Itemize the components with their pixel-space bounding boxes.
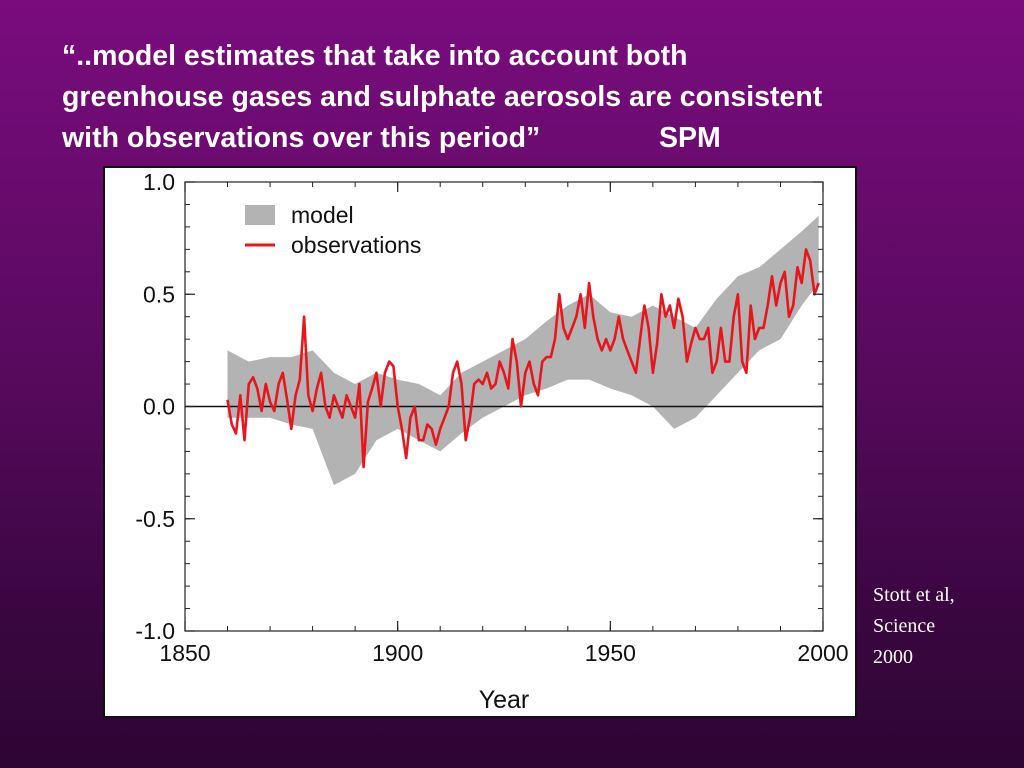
x-tick-label: 2000 <box>797 640 848 666</box>
model-band <box>227 215 819 486</box>
x-tick-label: 1900 <box>372 640 423 666</box>
x-tick-label: 1850 <box>159 640 210 666</box>
legend-model-label: model <box>291 202 354 228</box>
y-tick-label: -0.5 <box>135 506 175 532</box>
title-line-2: greenhouse gases and sulphate aerosols a… <box>62 81 823 113</box>
title-line-1: “..model estimates that take into accoun… <box>62 40 688 72</box>
y-tick-label: -1.0 <box>135 618 175 644</box>
x-axis-label: Year <box>479 686 530 714</box>
y-tick-label: 0.5 <box>143 281 175 307</box>
citation-line-3: 2000 <box>873 646 913 668</box>
y-tick-label: 0.0 <box>143 394 175 420</box>
citation-line-2: Science <box>873 615 936 637</box>
x-tick-label: 1950 <box>585 640 636 666</box>
legend-model-swatch <box>245 205 275 225</box>
title-line-3: with observations over this period” SPM <box>62 122 721 154</box>
citation: Stott et al, Science 2000 <box>873 580 1013 673</box>
observations-line <box>226 248 820 469</box>
citation-line-1: Stott et al, <box>873 584 955 606</box>
y-tick-label: 1.0 <box>143 169 175 195</box>
temperature-chart: 1.0 0.5 0.0 -0.5 -1.0 1850 1900 1950 2000 Year mod… <box>103 166 857 718</box>
slide-title: “..model estimates that take into accoun… <box>62 36 992 159</box>
legend-observations-label: observations <box>291 232 421 258</box>
